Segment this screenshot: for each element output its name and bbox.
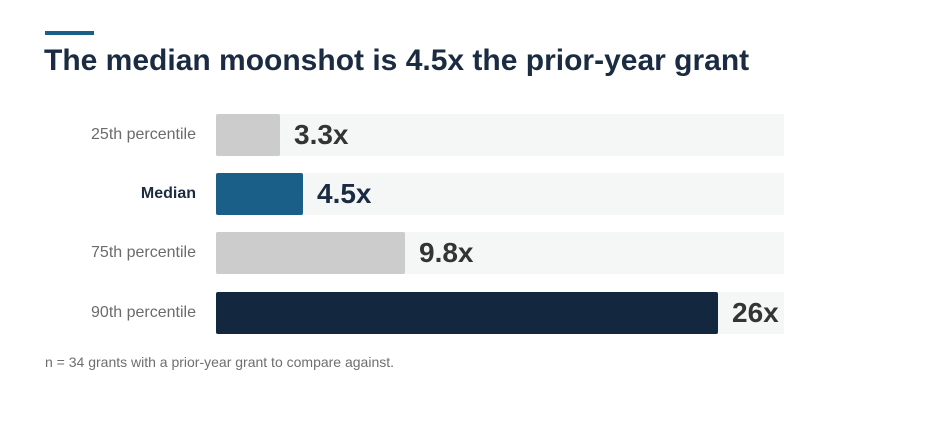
value-label-25th-percentile: 3.3x bbox=[294, 119, 349, 150]
bar-track-median bbox=[216, 173, 784, 215]
bar-track-25th-percentile bbox=[216, 114, 784, 156]
chart-title: The median moonshot is 4.5x the prior-ye… bbox=[44, 44, 750, 77]
value-label-90th-percentile: 26x bbox=[732, 297, 779, 328]
category-label-90th-percentile: 90th percentile bbox=[91, 304, 196, 321]
value-label-75th-percentile: 9.8x bbox=[419, 237, 474, 268]
bar-median bbox=[216, 173, 303, 215]
bar-25th-percentile bbox=[216, 114, 280, 156]
bar-90th-percentile bbox=[216, 292, 718, 334]
bar-75th-percentile bbox=[216, 232, 405, 274]
value-label-median: 4.5x bbox=[317, 178, 372, 209]
category-label-median: Median bbox=[140, 185, 196, 202]
category-label-25th-percentile: 25th percentile bbox=[91, 126, 196, 143]
category-label-75th-percentile: 75th percentile bbox=[91, 244, 196, 261]
title-accent-rule bbox=[45, 31, 94, 35]
footnote: n = 34 grants with a prior-year grant to… bbox=[45, 354, 395, 370]
